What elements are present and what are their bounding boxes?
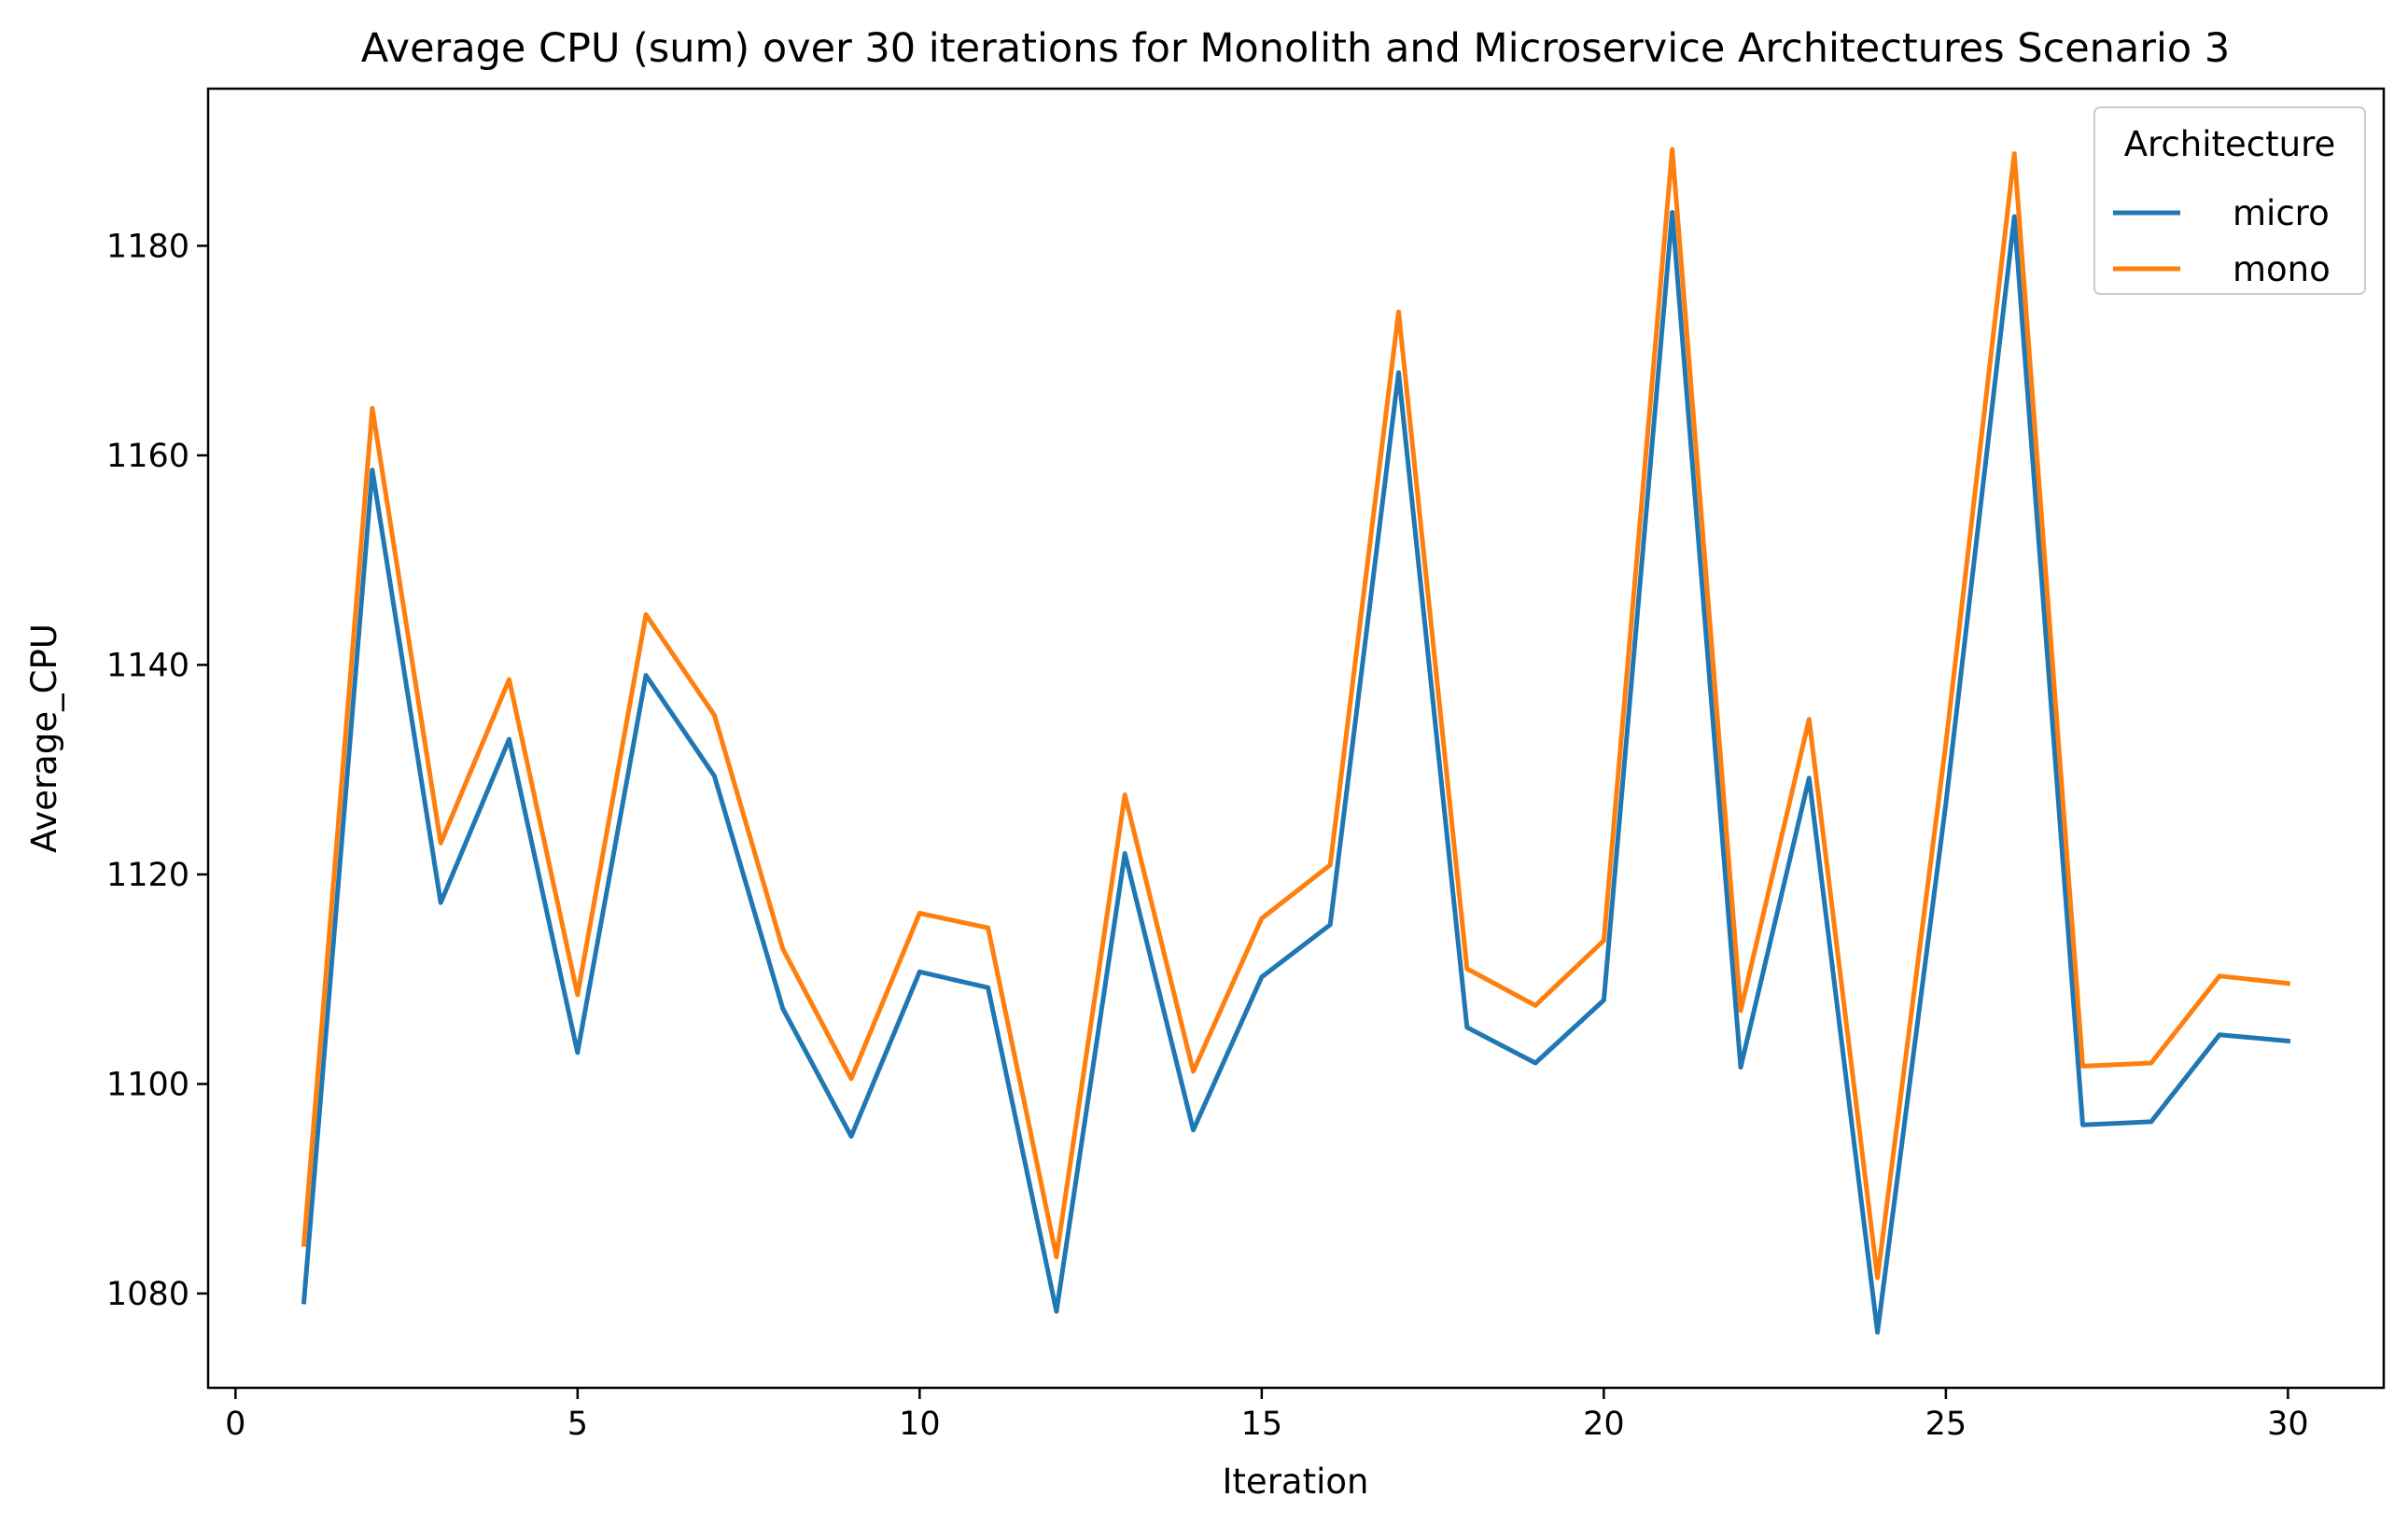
series-line-mono: [301, 147, 2291, 1280]
legend-title: Architecture: [2124, 124, 2336, 164]
x-tick-label: 5: [567, 1406, 588, 1443]
x-tick-label: 10: [899, 1406, 941, 1443]
y-tick-label: 1160: [106, 438, 189, 475]
legend: Architecture micro mono: [2093, 106, 2366, 295]
chart-title: Average CPU (sum) over 30 iterations for…: [361, 25, 2230, 72]
x-axis-label: Iteration: [1223, 1462, 1369, 1502]
x-tick-label: 0: [225, 1406, 245, 1443]
legend-label-micro: micro: [2233, 193, 2330, 233]
y-tick-label: 1080: [106, 1276, 189, 1313]
y-tick-label: 1100: [106, 1066, 189, 1103]
plot-frame: [206, 87, 2386, 1390]
x-tick-label: 20: [1583, 1406, 1625, 1443]
y-tick-label: 1140: [106, 647, 189, 684]
y-axis-ticks: 1080 1100 1120 1140 1160 1180: [106, 228, 208, 1313]
legend-label-mono: mono: [2233, 249, 2331, 289]
plot-lines: [301, 147, 2291, 1335]
y-tick-label: 1180: [106, 228, 189, 265]
y-tick-label: 1120: [106, 857, 189, 894]
series-line-micro: [301, 210, 2291, 1335]
y-axis-label: Average_CPU: [24, 623, 64, 853]
x-tick-label: 30: [2267, 1406, 2309, 1443]
x-tick-label: 15: [1241, 1406, 1283, 1443]
x-tick-label: 25: [1925, 1406, 1967, 1443]
legend-box: [2093, 106, 2366, 295]
x-axis-ticks: 0 5 10 15 20 25 30: [225, 1388, 2309, 1443]
